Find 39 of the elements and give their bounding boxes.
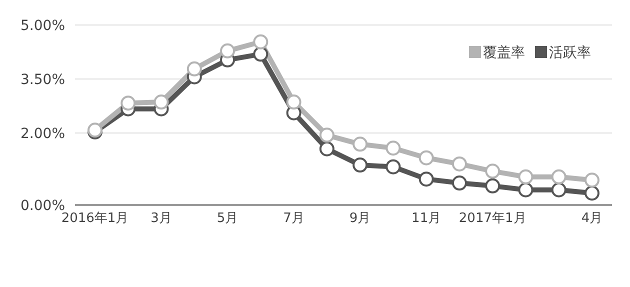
point	[386, 140, 401, 156]
point	[220, 43, 236, 58]
point	[286, 94, 302, 110]
point	[518, 169, 534, 184]
x-tick-label: 9月	[349, 211, 371, 226]
point	[452, 156, 467, 172]
y-tick-label: 2.00%	[20, 126, 65, 142]
x-tick-label: 11月	[412, 211, 442, 226]
point	[418, 150, 434, 166]
point	[551, 169, 566, 184]
point	[551, 182, 566, 198]
x-tick-label: 7月	[283, 211, 304, 226]
point	[485, 178, 500, 194]
y-tick-label: 5.00%	[20, 18, 65, 34]
point	[418, 172, 434, 187]
point	[319, 141, 334, 156]
x-tick-label: 2017年1月	[458, 211, 526, 226]
point	[584, 186, 600, 201]
x-tick-label: 4月	[581, 211, 603, 226]
point	[186, 61, 202, 76]
legend-label: 活跃率	[549, 45, 591, 61]
x-tick-label: 5月	[216, 211, 238, 226]
point	[485, 164, 500, 179]
x-tick-label: 3月	[150, 211, 172, 226]
point	[253, 46, 268, 62]
point	[253, 34, 268, 50]
y-tick-label: 0.00%	[20, 198, 65, 214]
legend-label: 覆盖率	[483, 45, 525, 61]
point	[319, 128, 334, 143]
point	[352, 158, 368, 173]
x-tick-label: 2016年1月	[61, 211, 129, 226]
point	[452, 176, 467, 191]
point	[584, 172, 600, 188]
point	[518, 182, 534, 198]
point	[120, 96, 136, 111]
point	[386, 159, 401, 174]
point	[352, 136, 368, 152]
y-tick-label: 3.50%	[20, 72, 65, 88]
point	[154, 94, 169, 110]
